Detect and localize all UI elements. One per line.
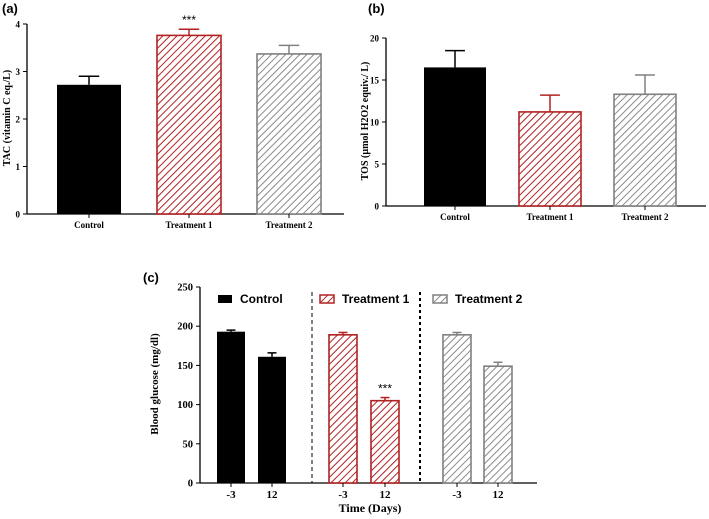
y-tick-label-a: 1 (16, 162, 21, 172)
y-tick-label-a: 2 (16, 115, 21, 125)
y-tick-label-b: 0 (375, 202, 380, 212)
panel-label-b: (b) (368, 1, 385, 16)
panel-label-c: (c) (143, 270, 159, 285)
y-tick-label-c: 0 (188, 479, 193, 490)
y-axis-title-a: TAC (vitamin C eq./L) (2, 70, 13, 166)
y-tick-label-b: 15 (370, 76, 380, 86)
x-tick-label-c: -3 (338, 489, 348, 501)
y-tick-label-a: 3 (16, 67, 21, 77)
y-tick-label-c: 50 (183, 439, 194, 450)
legend-swatch-treatment1 (319, 294, 335, 304)
legend-label-treatment2: Treatment 2 (455, 292, 523, 306)
y-tick-label-c: 200 (177, 322, 193, 333)
legend-label-treatment1: Treatment 1 (342, 292, 410, 306)
y-tick-label-c: 100 (177, 400, 193, 411)
bar-b-0 (424, 67, 486, 207)
x-tick-label-c: 12 (380, 489, 392, 501)
x-tick-label-a: Control (74, 220, 104, 230)
x-axis-title-c: Time (Days) (339, 501, 402, 515)
bar-a-0 (57, 84, 121, 214)
x-tick-label-c: -3 (452, 489, 462, 501)
y-tick-label-c: 150 (177, 361, 193, 372)
significance-label-a-1: *** (182, 13, 196, 27)
bar-c-1-0 (328, 334, 358, 484)
legend-swatch-control (218, 295, 232, 303)
y-axis-title-c: Blood glucose (mg/dl) (149, 333, 161, 435)
x-tick-label-a: Treatment 2 (266, 220, 313, 230)
bar-b-1 (518, 111, 582, 207)
bar-a-1 (156, 34, 222, 215)
bar-b-2 (613, 93, 677, 207)
bar-c-0-0 (217, 331, 245, 483)
bar-c-2-0 (442, 334, 472, 484)
x-tick-label-c: -3 (226, 489, 236, 501)
significance-label-c-1-1: *** (378, 382, 392, 396)
y-tick-label-b: 10 (370, 118, 380, 128)
y-axis-title-b: TOS (µmol H2O2 equiv./ L) (360, 62, 371, 181)
legend-label-control: Control (240, 292, 283, 306)
bar-c-0-1 (258, 356, 286, 483)
bar-a-2 (256, 53, 322, 215)
bar-c-1-1 (370, 399, 400, 484)
x-tick-label-c: 12 (267, 489, 279, 501)
x-tick-label-c: 12 (493, 489, 505, 501)
y-tick-label-c: 250 (177, 283, 193, 294)
x-tick-label-a: Treatment 1 (166, 220, 213, 230)
legend-swatch-treatment2 (432, 294, 448, 304)
y-tick-label-b: 5 (375, 160, 380, 170)
bar-c-2-1 (483, 365, 513, 484)
legend: Control Treatment 1 Treatment 2 (218, 292, 523, 306)
x-tick-label-b: Treatment 1 (527, 212, 574, 222)
x-tick-label-b: Treatment 2 (622, 212, 669, 222)
x-tick-label-b: Control (440, 212, 470, 222)
y-tick-label-b: 20 (370, 34, 380, 44)
y-tick-label-a: 4 (16, 20, 21, 30)
panel-label-a: (a) (2, 1, 18, 16)
y-tick-label-a: 0 (16, 210, 21, 220)
